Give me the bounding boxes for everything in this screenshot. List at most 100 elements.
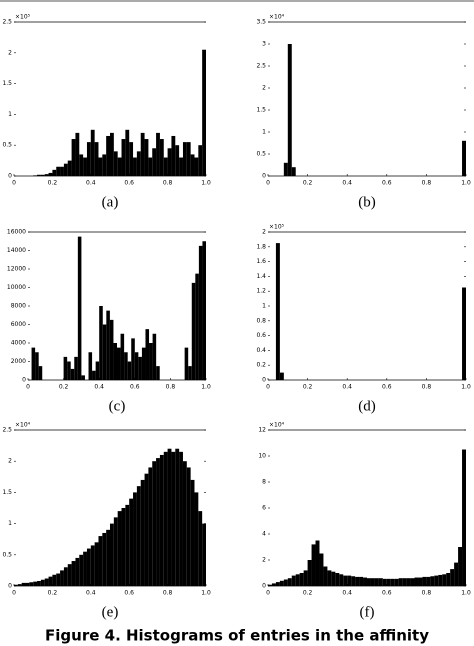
histogram-bar: [44, 174, 49, 176]
histogram-bar: [144, 139, 149, 176]
histogram-bar: [148, 467, 153, 586]
x-tick-label: 0.8: [422, 384, 432, 391]
x-tick-label: 0: [12, 180, 16, 187]
x-tick-label: 0.2: [303, 384, 313, 391]
x-tick-label: 1.0: [461, 590, 471, 597]
x-tick-label: 1.0: [461, 180, 471, 187]
x-tick-label: 0.4: [342, 384, 352, 391]
histogram-bar: [102, 324, 107, 380]
histogram-bar: [56, 166, 61, 176]
x-tick-label: 0.8: [422, 180, 432, 187]
y-tick-label: 2: [262, 229, 266, 236]
histogram-bar: [52, 169, 57, 176]
histogram-bar: [406, 578, 411, 586]
histogram-bar: [136, 486, 141, 586]
histogram-bar: [33, 175, 38, 176]
x-tick-label: 0.8: [163, 590, 173, 597]
histogram-bar: [98, 536, 103, 586]
histogram-bar: [113, 343, 117, 380]
histogram-bar: [67, 564, 72, 586]
histogram-bar: [74, 356, 78, 380]
histogram-bar: [335, 573, 340, 586]
histogram-bar: [190, 154, 195, 176]
histogram-bar: [40, 579, 45, 586]
y-tick-label: 1.6: [256, 258, 266, 265]
y-tick-label: 1.5: [256, 107, 266, 114]
y-tick-label: 16000: [7, 229, 26, 236]
histogram-bar: [367, 578, 371, 586]
histogram-bar: [171, 451, 176, 586]
x-tick-label: 1.0: [201, 384, 211, 391]
histogram-bar: [79, 554, 84, 586]
histogram-bar: [33, 581, 38, 586]
panel-label: (a): [102, 194, 119, 210]
histogram-bar: [121, 139, 126, 176]
histogram-bar: [145, 329, 150, 380]
histogram-bar: [175, 145, 180, 176]
y-tick-label: 1.8: [256, 243, 266, 250]
histogram-bar: [319, 553, 324, 586]
y-multiplier: ×10⁵: [269, 224, 285, 231]
histogram-bar: [88, 352, 93, 380]
histogram-bar: [37, 174, 41, 176]
histogram-bar: [382, 578, 387, 586]
histogram-bar: [77, 236, 82, 380]
y-tick-label: 0.5: [2, 551, 12, 558]
histogram-bar: [351, 576, 356, 586]
histogram-bar: [17, 584, 22, 586]
histogram-bar: [110, 132, 114, 176]
x-tick-label: 0.8: [166, 384, 176, 391]
histogram-bar: [148, 157, 153, 176]
histogram-bar: [75, 557, 80, 586]
x-tick-label: 0.2: [59, 384, 69, 391]
histogram-bar: [117, 157, 122, 176]
y-tick-label: 1.2: [256, 288, 266, 295]
histogram-bar: [83, 157, 87, 176]
histogram-bar: [38, 366, 43, 380]
histogram-bar: [75, 132, 80, 176]
histogram-bar: [79, 154, 84, 176]
y-tick-label: 10000: [7, 284, 26, 291]
histogram-bar: [152, 461, 157, 586]
histogram-bar: [14, 584, 18, 586]
histogram-bar: [343, 575, 348, 586]
histogram-bar: [140, 132, 145, 176]
histogram-bar: [63, 567, 68, 586]
histogram-bar: [81, 375, 85, 380]
histogram-bar: [363, 577, 367, 586]
histogram-bar: [48, 172, 53, 176]
histogram-bar: [109, 319, 114, 380]
y-tick-label: 1.5: [2, 489, 12, 496]
histogram-bar: [194, 492, 199, 586]
histogram-bar: [446, 573, 451, 586]
histogram-bar: [21, 582, 26, 586]
histogram-bar: [70, 368, 75, 380]
histogram-bar: [279, 372, 284, 380]
histogram-bar: [194, 157, 199, 176]
histogram-bar: [60, 166, 64, 176]
y-tick-label: 0: [262, 583, 266, 590]
histogram-bar: [295, 574, 300, 586]
x-tick-label: 0.4: [342, 590, 352, 597]
y-tick-label: 8000: [11, 303, 26, 310]
histogram-bar: [156, 366, 160, 380]
histogram-bar: [462, 449, 466, 586]
histogram-bar: [182, 142, 187, 176]
histogram-bar: [134, 352, 139, 380]
histogram-bar: [442, 574, 447, 586]
histogram-bar: [138, 356, 142, 380]
histogram-bar: [113, 151, 118, 176]
histogram-bar: [271, 583, 276, 586]
x-tick-label: 0: [266, 384, 270, 391]
histogram-bar: [71, 561, 76, 586]
histogram-bar: [37, 581, 41, 586]
histogram-bar: [410, 578, 415, 586]
y-tick-label: 14000: [7, 247, 26, 254]
x-tick-label: 0.6: [130, 384, 140, 391]
histogram-bar: [279, 580, 284, 586]
histogram-bar: [327, 570, 332, 586]
histogram-bar: [268, 584, 272, 586]
y-tick-label: 0.5: [2, 142, 12, 149]
